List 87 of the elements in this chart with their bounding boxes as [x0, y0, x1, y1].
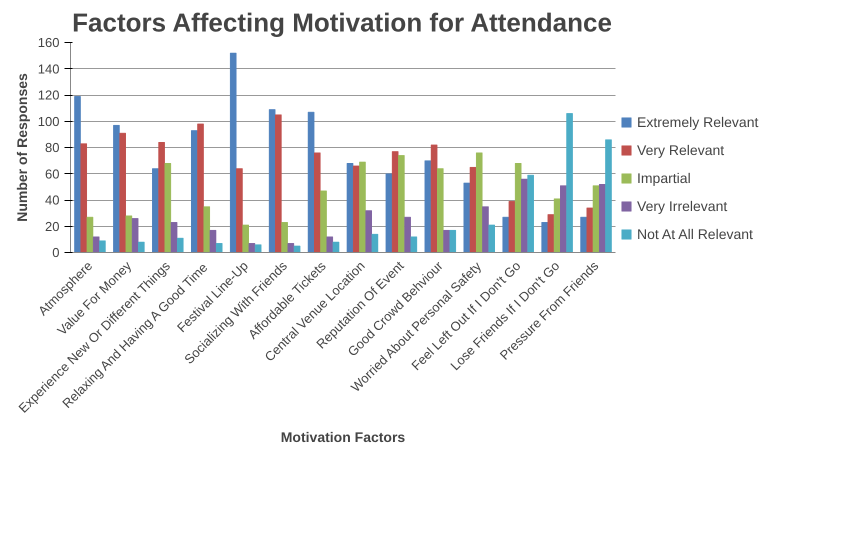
bar	[288, 243, 294, 252]
bar	[592, 185, 600, 252]
bar	[210, 230, 216, 252]
bar	[449, 230, 456, 252]
bar	[514, 163, 522, 252]
bar	[164, 163, 172, 252]
bar	[430, 144, 438, 252]
bar	[320, 190, 327, 252]
bar	[197, 124, 204, 252]
bar	[410, 236, 418, 252]
bar	[86, 216, 94, 252]
legend-label: Very Relevant	[637, 142, 724, 158]
legend-label: Not At All Relevant	[637, 226, 753, 242]
bar	[359, 162, 366, 252]
bar	[521, 178, 528, 252]
bar	[254, 244, 262, 252]
bar	[392, 151, 398, 252]
y-tick-label: 80	[45, 140, 60, 155]
bar	[502, 216, 510, 252]
bar	[554, 198, 560, 252]
bar	[346, 163, 354, 252]
bar	[176, 238, 184, 252]
bar	[126, 216, 132, 252]
bar	[580, 216, 587, 252]
bar	[326, 236, 334, 252]
y-tick-label: 0	[52, 245, 60, 260]
bar	[308, 112, 314, 252]
bar	[476, 152, 483, 252]
y-tick-label: 40	[45, 192, 60, 208]
bar	[203, 206, 210, 252]
legend-label: Extremely Relevant	[637, 114, 758, 130]
bar	[92, 236, 100, 252]
bar	[548, 214, 554, 252]
bar	[586, 208, 594, 252]
bar	[99, 240, 106, 252]
bar	[404, 216, 411, 252]
bar	[508, 201, 516, 252]
bar	[236, 168, 243, 252]
y-tick-label: 60	[45, 166, 60, 182]
y-tick-label: 20	[45, 218, 60, 234]
bar	[74, 96, 81, 252]
legend-label: Very Irrelevant	[637, 198, 728, 214]
bar	[230, 52, 237, 252]
bar	[443, 230, 450, 252]
bar	[242, 224, 249, 252]
y-tick-label: 160	[38, 35, 60, 50]
bar	[268, 109, 276, 252]
bar	[158, 142, 165, 252]
bar	[566, 113, 573, 252]
bar	[527, 174, 534, 252]
bar	[281, 222, 288, 252]
bar	[560, 185, 567, 252]
bar	[365, 210, 372, 252]
bar	[372, 234, 378, 252]
bar	[398, 155, 405, 252]
bar	[605, 139, 612, 252]
bar	[541, 222, 548, 252]
y-tick-label: 140	[38, 61, 60, 76]
y-tick-label: 120	[38, 88, 60, 102]
bar	[119, 132, 126, 252]
bar	[248, 243, 256, 252]
bar	[138, 242, 145, 252]
bar	[113, 124, 120, 252]
bar	[352, 166, 360, 252]
bar	[482, 206, 489, 252]
bar	[470, 166, 476, 252]
bar	[598, 184, 606, 252]
bar	[488, 224, 496, 252]
bar	[216, 243, 223, 252]
bar	[132, 218, 138, 252]
bar	[294, 246, 300, 252]
bar	[437, 168, 444, 252]
y-tick-label: 100	[38, 114, 60, 129]
bar	[424, 160, 432, 252]
bar	[463, 182, 470, 252]
bar	[314, 152, 321, 252]
bar	[80, 143, 88, 252]
bar	[275, 114, 282, 252]
bar	[170, 222, 178, 252]
legend-label: Impartial	[637, 170, 691, 186]
y-axis-title: Number of Responses	[14, 72, 30, 222]
bar	[386, 174, 392, 252]
bar	[332, 242, 340, 252]
chart-title: Factors Affecting Motivation for Attendance	[72, 8, 612, 38]
bar	[190, 130, 198, 252]
x-axis-title: Motivation Factors	[280, 429, 406, 446]
bar	[152, 168, 159, 252]
